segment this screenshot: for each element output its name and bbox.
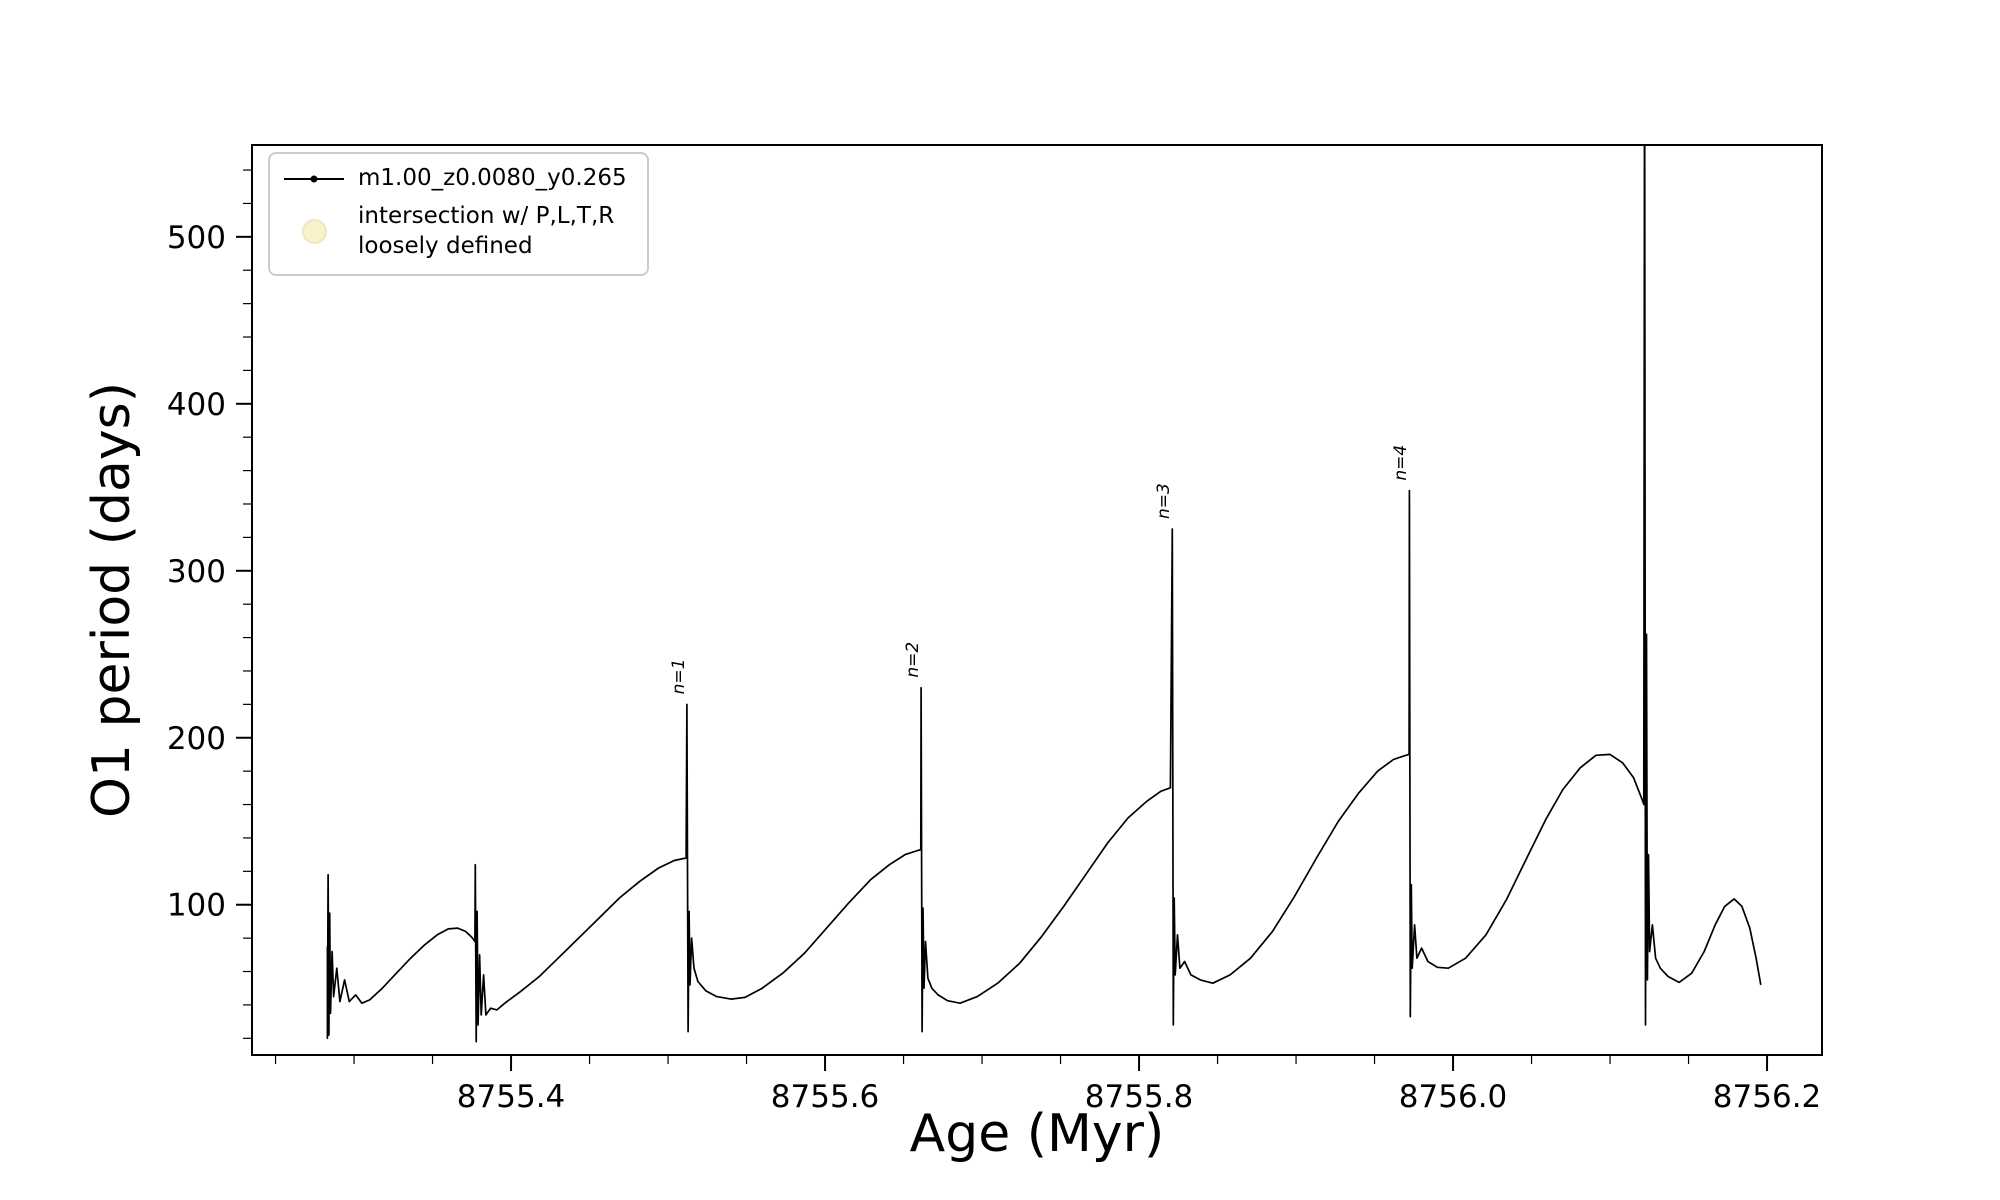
x-tick-label: 8756.2: [1713, 1079, 1821, 1115]
y-ticks: 100 200 300 400 500: [167, 169, 252, 1039]
x-ticks: 8755.4 8755.6 8755.8 8756.0 8756.2: [274, 1055, 1821, 1115]
annotation-n4: n=4: [1391, 445, 1411, 481]
axes-spines: [251, 144, 1823, 1056]
legend-intersection-marker: [301, 219, 327, 245]
x-tick-label: 8755.4: [457, 1079, 565, 1115]
legend-intersection-sample: [282, 219, 346, 245]
y-tick-label: 400: [167, 387, 226, 423]
legend-line-sample-marker: [310, 175, 318, 183]
legend-entry-series: m1.00_z0.0080_y0.265: [282, 164, 627, 194]
y-tick-label: 200: [167, 721, 226, 757]
x-tick-label: 8755.6: [771, 1079, 879, 1115]
annotation-n2: n=2: [903, 642, 923, 678]
annotation-n3: n=3: [1154, 483, 1174, 519]
legend-entry-intersection: intersection w/ P,L,T,R loosely defined: [282, 202, 627, 262]
legend-entry-series-label: m1.00_z0.0080_y0.265: [358, 165, 627, 191]
x-tick-label: 8756.0: [1399, 1079, 1507, 1115]
annotation-n1: n=1: [669, 658, 689, 694]
legend: m1.00_z0.0080_y0.265 intersection w/ P,L…: [268, 152, 649, 276]
y-axis-title: O1 period (days): [82, 381, 142, 819]
y-tick-label: 500: [167, 220, 226, 256]
y-tick-label: 100: [167, 888, 226, 924]
series-group: [326, 145, 1762, 1043]
legend-line-sample: [282, 169, 346, 189]
x-tick-label: 8755.8: [1085, 1079, 1193, 1115]
legend-entry-intersection-label: intersection w/ P,L,T,R loosely defined: [358, 202, 615, 259]
y-tick-label: 300: [167, 554, 226, 590]
series-line: [326, 145, 1762, 1043]
x-axis-title: Age (Myr): [909, 1104, 1165, 1164]
